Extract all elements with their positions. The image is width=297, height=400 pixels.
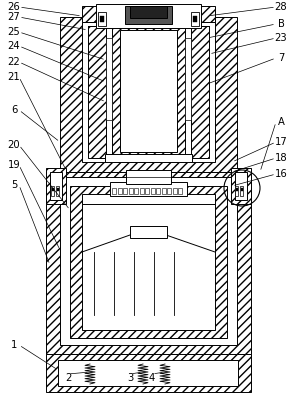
Bar — [240, 186, 243, 196]
Text: 1: 1 — [11, 340, 17, 350]
Bar — [105, 154, 192, 162]
Bar — [82, 6, 215, 22]
Bar — [125, 6, 172, 24]
Text: 23: 23 — [275, 33, 287, 43]
Bar — [191, 12, 199, 26]
Bar — [178, 188, 182, 194]
Bar — [82, 194, 215, 204]
Text: 19: 19 — [8, 160, 20, 170]
Bar — [112, 188, 116, 194]
Text: B: B — [278, 19, 285, 29]
Bar — [52, 188, 54, 191]
Bar — [112, 28, 185, 158]
Bar — [98, 12, 106, 26]
Bar — [56, 186, 59, 196]
Text: 25: 25 — [8, 27, 20, 37]
Text: 18: 18 — [275, 153, 287, 163]
Bar — [241, 188, 243, 191]
Text: 16: 16 — [275, 169, 287, 179]
Bar — [130, 6, 167, 18]
Bar — [145, 188, 149, 194]
Text: 26: 26 — [8, 2, 20, 12]
Bar — [134, 188, 138, 194]
Bar — [235, 172, 247, 200]
Text: 17: 17 — [275, 137, 287, 147]
Text: 20: 20 — [8, 140, 20, 150]
Text: 21: 21 — [8, 72, 20, 82]
Bar — [88, 26, 106, 158]
Bar — [82, 200, 215, 330]
Text: 7: 7 — [278, 53, 284, 63]
Text: 28: 28 — [275, 2, 287, 12]
Bar — [162, 188, 165, 194]
Bar — [70, 186, 227, 338]
Bar — [50, 172, 62, 200]
Bar — [46, 172, 251, 354]
Bar — [185, 38, 191, 120]
Text: 5: 5 — [11, 180, 17, 190]
Bar — [140, 188, 143, 194]
Bar — [96, 4, 201, 28]
Bar — [46, 168, 66, 204]
Bar — [82, 22, 215, 162]
Bar — [130, 226, 167, 238]
Bar — [118, 188, 121, 194]
Bar — [231, 168, 251, 204]
Bar — [46, 354, 251, 392]
Text: A: A — [278, 117, 285, 127]
Bar — [129, 188, 132, 194]
Text: 6: 6 — [11, 105, 17, 115]
Bar — [106, 38, 112, 120]
Bar — [167, 188, 171, 194]
Bar — [100, 16, 104, 22]
Bar — [60, 177, 237, 345]
Text: 4: 4 — [149, 373, 155, 383]
Bar — [60, 17, 237, 172]
Text: 3: 3 — [127, 373, 133, 383]
Bar — [126, 170, 171, 184]
Bar — [191, 26, 209, 158]
Bar — [151, 188, 154, 194]
Bar — [236, 188, 238, 191]
Bar — [235, 186, 238, 196]
Bar — [58, 360, 238, 386]
Text: 27: 27 — [8, 12, 20, 22]
Bar — [156, 188, 160, 194]
Text: 22: 22 — [8, 57, 20, 67]
Bar — [110, 182, 187, 196]
Bar — [51, 186, 54, 196]
Bar — [120, 30, 177, 152]
Bar — [57, 188, 59, 191]
Bar — [173, 188, 176, 194]
Text: 24: 24 — [8, 41, 20, 51]
Bar — [123, 188, 127, 194]
Bar — [193, 16, 197, 22]
Text: 2: 2 — [65, 373, 71, 383]
